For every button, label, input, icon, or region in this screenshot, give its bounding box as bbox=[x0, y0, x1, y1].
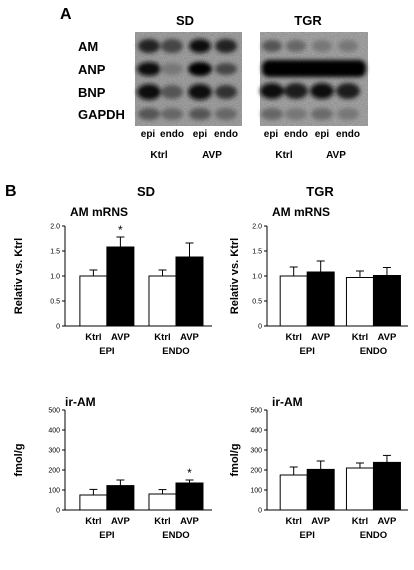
group-label-sd: SD bbox=[176, 13, 194, 28]
y-tick-label-tgr-ir-am: 200 bbox=[250, 468, 262, 475]
panel-b-group-tgr: TGR bbox=[306, 184, 334, 199]
condition-label-tgr-ir-am: AVP bbox=[378, 516, 397, 527]
y-axis-label-tgr-ir-am: fmol/g bbox=[229, 444, 241, 477]
y-tick-label-sd-ir-am: 500 bbox=[48, 408, 60, 415]
bar-tgr-ir-am-endo-ktrl bbox=[345, 467, 374, 511]
y-tick-label-sd-am-mrns: 1.5 bbox=[50, 249, 60, 256]
condition-label-tgr-am-mrns: Ktrl bbox=[352, 332, 368, 343]
y-tick-label-tgr-ir-am: 500 bbox=[250, 408, 262, 415]
lane-label-sd-epi-avp: epi bbox=[193, 129, 208, 140]
bar-tgr-ir-am-endo-avp bbox=[372, 461, 401, 511]
significance-marker-sd-ir-am: * bbox=[187, 466, 192, 480]
row-label-anp: ANP bbox=[78, 62, 106, 77]
y-tick-label-tgr-am-mrns: 0 bbox=[258, 324, 262, 331]
category-label-tgr-am-mrns-endo: ENDO bbox=[360, 346, 387, 357]
condition-label-tgr-ir-am: AVP bbox=[311, 516, 330, 527]
lane-label-sd-endo-ktrl: endo bbox=[160, 129, 184, 140]
lane-label-tgr-endo-ktrl: endo bbox=[284, 129, 308, 140]
bar-sd-am-mrns-epi-avp bbox=[106, 246, 135, 327]
category-label-sd-am-mrns-epi: EPI bbox=[99, 346, 114, 357]
lane-label-tgr-epi-avp: epi bbox=[315, 129, 330, 140]
y-tick-label-sd-am-mrns: 0 bbox=[56, 324, 60, 331]
group-label-tgr: TGR bbox=[294, 13, 322, 28]
condition-label-sd-ir-am: AVP bbox=[111, 516, 130, 527]
y-tick-label-tgr-am-mrns: 0.5 bbox=[252, 299, 262, 306]
bar-sd-am-mrns-endo-ktrl bbox=[148, 275, 177, 327]
chart-title-tgr-ir-am: ir-AM bbox=[272, 395, 303, 409]
condition-label-sd-ir-am: Ktrl bbox=[85, 516, 101, 527]
y-tick-label-sd-ir-am: 0 bbox=[56, 508, 60, 515]
bar-tgr-ir-am-epi-ktrl bbox=[279, 474, 308, 511]
lane-label-tgr-epi-ktrl: epi bbox=[264, 129, 279, 140]
bar-tgr-ir-am-epi-avp bbox=[306, 468, 335, 511]
blot-sd bbox=[135, 32, 242, 126]
y-axis-label-tgr-am-mrns: Relativ vs. Ktrl bbox=[229, 238, 241, 314]
bar-tgr-am-mrns-epi-ktrl bbox=[279, 275, 308, 327]
bar-sd-am-mrns-epi-ktrl bbox=[79, 275, 108, 327]
lane-label-tgr-endo-avp: endo bbox=[336, 129, 360, 140]
condition-label-tgr-ktrl: Ktrl bbox=[275, 150, 292, 161]
bar-sd-ir-am-endo-ktrl bbox=[148, 493, 177, 511]
condition-label-tgr-am-mrns: AVP bbox=[378, 332, 397, 343]
bar-tgr-am-mrns-epi-avp bbox=[306, 271, 335, 327]
y-tick-label-tgr-ir-am: 100 bbox=[250, 488, 262, 495]
condition-label-sd-avp: AVP bbox=[202, 150, 222, 161]
condition-label-sd-am-mrns: Ktrl bbox=[154, 332, 170, 343]
significance-marker-sd-am-mrns: * bbox=[118, 223, 123, 237]
panel-b-label: B bbox=[5, 183, 17, 200]
y-tick-label-tgr-am-mrns: 1.5 bbox=[252, 249, 262, 256]
y-tick-label-tgr-ir-am: 400 bbox=[250, 428, 262, 435]
condition-label-sd-ktrl: Ktrl bbox=[150, 150, 167, 161]
chart-title-tgr-am-mrns: AM mRNS bbox=[272, 205, 330, 219]
condition-label-sd-am-mrns: Ktrl bbox=[85, 332, 101, 343]
bar-sd-ir-am-epi-avp bbox=[106, 485, 135, 511]
lane-label-sd-epi-ktrl: epi bbox=[141, 129, 156, 140]
y-tick-label-sd-ir-am: 400 bbox=[48, 428, 60, 435]
y-tick-label-tgr-am-mrns: 1.0 bbox=[252, 274, 262, 281]
bar-sd-ir-am-epi-ktrl bbox=[79, 494, 108, 511]
row-label-gapdh: GAPDH bbox=[78, 107, 125, 122]
y-tick-label-tgr-ir-am: 0 bbox=[258, 508, 262, 515]
lane-label-sd-endo-avp: endo bbox=[214, 129, 238, 140]
condition-label-tgr-am-mrns: AVP bbox=[311, 332, 330, 343]
panel-a-label: A bbox=[60, 6, 72, 23]
condition-label-tgr-avp: AVP bbox=[326, 150, 346, 161]
panel-b-group-sd: SD bbox=[137, 184, 155, 199]
row-label-bnp: BNP bbox=[78, 85, 106, 100]
y-tick-label-sd-ir-am: 100 bbox=[48, 488, 60, 495]
chart-title-sd-am-mrns: AM mRNS bbox=[70, 205, 128, 219]
blot-tgr bbox=[260, 32, 368, 126]
category-label-sd-ir-am-epi: EPI bbox=[99, 530, 114, 541]
condition-label-tgr-ir-am: Ktrl bbox=[285, 516, 301, 527]
y-tick-label-tgr-ir-am: 300 bbox=[250, 448, 262, 455]
condition-label-tgr-ir-am: Ktrl bbox=[352, 516, 368, 527]
y-axis-label-sd-ir-am: fmol/g bbox=[13, 444, 25, 477]
y-tick-label-sd-am-mrns: 2.0 bbox=[50, 224, 60, 231]
condition-label-sd-ir-am: Ktrl bbox=[154, 516, 170, 527]
bar-sd-am-mrns-endo-avp bbox=[175, 256, 204, 327]
y-tick-label-tgr-am-mrns: 2.0 bbox=[252, 224, 262, 231]
y-tick-label-sd-am-mrns: 0.5 bbox=[50, 299, 60, 306]
bar-charts: AM mRNS Relativ vs. Ktrl 0 0.5 1.0 1.5 2.0 * Ktr… bbox=[13, 205, 408, 541]
condition-label-sd-ir-am: AVP bbox=[180, 516, 199, 527]
category-label-tgr-ir-am-epi: EPI bbox=[300, 530, 315, 541]
chart-title-sd-ir-am: ir-AM bbox=[65, 395, 96, 409]
category-label-tgr-ir-am-endo: ENDO bbox=[360, 530, 387, 541]
category-label-sd-am-mrns-endo: ENDO bbox=[162, 346, 189, 357]
bar-sd-ir-am-endo-avp bbox=[175, 482, 204, 511]
condition-label-sd-am-mrns: AVP bbox=[180, 332, 199, 343]
condition-label-tgr-am-mrns: Ktrl bbox=[285, 332, 301, 343]
bar-tgr-am-mrns-endo-avp bbox=[372, 275, 401, 327]
category-label-tgr-am-mrns-epi: EPI bbox=[300, 346, 315, 357]
condition-label-sd-am-mrns: AVP bbox=[111, 332, 130, 343]
category-label-sd-ir-am-endo: ENDO bbox=[162, 530, 189, 541]
row-label-am: AM bbox=[78, 39, 98, 54]
y-tick-label-sd-ir-am: 300 bbox=[48, 448, 60, 455]
bar-tgr-am-mrns-endo-ktrl bbox=[345, 277, 374, 327]
y-tick-label-sd-am-mrns: 1.0 bbox=[50, 274, 60, 281]
y-axis-label-sd-am-mrns: Relativ vs. Ktrl bbox=[13, 238, 25, 314]
y-tick-label-sd-ir-am: 200 bbox=[48, 468, 60, 475]
